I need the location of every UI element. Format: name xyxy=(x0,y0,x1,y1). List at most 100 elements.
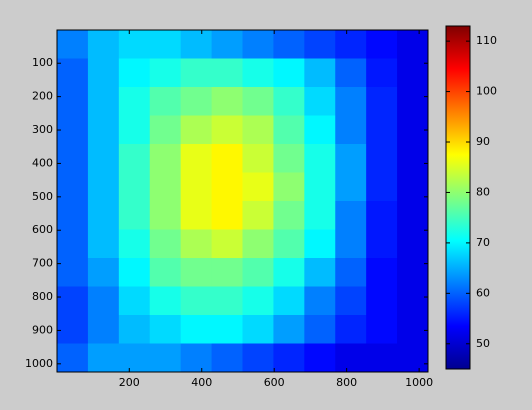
x-tick-label: 800 xyxy=(336,376,357,389)
heatmap-cell xyxy=(211,87,243,116)
heatmap-cell xyxy=(57,172,89,202)
heatmap-cell xyxy=(366,229,398,259)
heatmap-cell xyxy=(366,201,398,230)
heatmap-cell xyxy=(397,87,429,116)
heatmap-cell xyxy=(335,315,367,344)
axes-frame xyxy=(56,29,429,373)
heatmap-cell xyxy=(57,315,89,344)
colorbar-tick-label: 60 xyxy=(476,286,490,299)
heatmap-cell xyxy=(57,201,89,230)
heatmap-cell xyxy=(304,172,336,202)
heatmap-cell xyxy=(149,229,182,259)
heatmap-cell xyxy=(273,30,305,59)
heatmap-cell xyxy=(335,172,367,202)
colorbar-tick-label: 80 xyxy=(476,185,490,198)
y-tick-label: 400 xyxy=(32,156,53,169)
heatmap-cell xyxy=(397,315,429,344)
heatmap-cell xyxy=(273,144,305,173)
heatmap-cell xyxy=(397,229,429,259)
heatmap-cell xyxy=(304,229,336,259)
x-tick-label: 600 xyxy=(264,376,285,389)
x-tick-label: 200 xyxy=(119,376,140,389)
heatmap-cell xyxy=(57,144,89,173)
heatmap-cell xyxy=(273,115,305,145)
heatmap-cell xyxy=(180,144,213,173)
heatmap-cell xyxy=(273,315,305,344)
heatmap-cell xyxy=(397,144,429,173)
heatmap-cell xyxy=(211,201,243,230)
heatmap-cell xyxy=(366,315,398,344)
y-tick-label: 100 xyxy=(32,56,53,69)
heatmap-cell xyxy=(87,172,120,202)
heatmap-cell xyxy=(118,87,151,116)
y-tick-label: 500 xyxy=(32,190,53,203)
heatmap-cell xyxy=(149,87,182,116)
heatmap-cell xyxy=(366,115,398,145)
heatmap-cell xyxy=(304,115,336,145)
heatmap-cell xyxy=(149,115,182,145)
heatmap-cell xyxy=(57,58,89,88)
heatmap-cell xyxy=(242,87,274,116)
heatmap-cell xyxy=(397,115,429,145)
heatmap-cell xyxy=(211,343,243,373)
heatmap-cell xyxy=(87,115,120,145)
heatmap-cell xyxy=(180,343,213,373)
heatmap-cell xyxy=(149,144,182,173)
heatmap-cell xyxy=(180,87,213,116)
heatmap-cell xyxy=(57,343,89,373)
y-tick-label: 1000 xyxy=(25,357,53,370)
heatmap-cell xyxy=(57,258,89,287)
heatmap-cell xyxy=(397,201,429,230)
heatmap-cell xyxy=(366,87,398,116)
heatmap-cell xyxy=(335,144,367,173)
heatmap-cell xyxy=(87,201,120,230)
heatmap-cell xyxy=(87,343,120,373)
heatmap-cell xyxy=(211,258,243,287)
heatmap-cell xyxy=(87,315,120,344)
heatmap-cell xyxy=(118,315,151,344)
heatmap-cell xyxy=(397,58,429,88)
colorbar-tick-label: 90 xyxy=(476,135,490,148)
heatmap-cell xyxy=(304,87,336,116)
heatmap-cell xyxy=(304,315,336,344)
heatmap-cell xyxy=(87,229,120,259)
heatmap-cell xyxy=(180,286,213,316)
heatmap-cell xyxy=(397,343,429,373)
heatmap-cell xyxy=(149,30,182,59)
heatmap-cell xyxy=(57,286,89,316)
heatmap-cell xyxy=(180,258,213,287)
heatmap-cell xyxy=(335,201,367,230)
heatmap-cell xyxy=(304,144,336,173)
heatmap-cell xyxy=(366,30,398,59)
y-tick-label: 700 xyxy=(32,257,53,270)
heatmap-cell xyxy=(273,58,305,88)
heatmap-cell xyxy=(118,201,151,230)
y-tick-label: 300 xyxy=(32,123,53,136)
heatmap-cell xyxy=(335,286,367,316)
heatmap-cell xyxy=(211,315,243,344)
heatmap-cell xyxy=(118,286,151,316)
heatmap-cell xyxy=(242,258,274,287)
y-tick-label: 200 xyxy=(32,90,53,103)
heatmap-cell xyxy=(335,87,367,116)
heatmap-cell xyxy=(211,144,243,173)
heatmap-cell xyxy=(149,201,182,230)
colorbar-tick-label: 110 xyxy=(476,34,497,47)
heatmap-cell xyxy=(397,30,429,59)
colorbar xyxy=(445,25,471,370)
heatmap-cell xyxy=(273,229,305,259)
heatmap-cell xyxy=(180,30,213,59)
heatmap-cell xyxy=(304,258,336,287)
heatmap-cell xyxy=(180,115,213,145)
heatmap-cell xyxy=(304,58,336,88)
heatmap-cell xyxy=(118,144,151,173)
heatmap-cell xyxy=(118,58,151,88)
heatmap-cell xyxy=(211,286,243,316)
heatmap-cell xyxy=(180,201,213,230)
heatmap-cell xyxy=(335,258,367,287)
heatmap-cell xyxy=(180,58,213,88)
heatmap-cell xyxy=(242,315,274,344)
heatmap-cell xyxy=(304,286,336,316)
heatmap-cell xyxy=(180,172,213,202)
